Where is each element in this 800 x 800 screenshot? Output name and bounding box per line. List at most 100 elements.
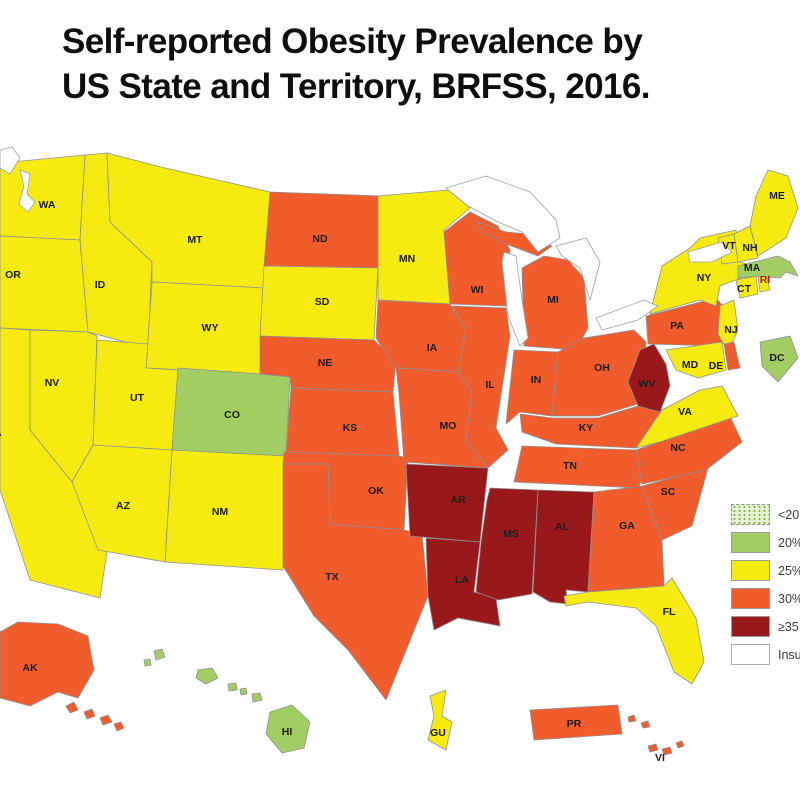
state-la — [425, 537, 501, 631]
state-nd — [263, 191, 383, 269]
state-me — [749, 169, 799, 257]
state-label-pr: PR — [567, 718, 582, 730]
water-layer — [0, 146, 733, 347]
state-label-ne: NE — [318, 357, 333, 369]
legend-label-20_25: 20% — [778, 535, 800, 550]
state-label-ga: GA — [619, 520, 635, 532]
state-label-mi: MI — [547, 294, 559, 306]
state-label-va: VA — [678, 406, 692, 418]
state-label-nc: NC — [670, 442, 686, 454]
state-ma — [737, 255, 799, 279]
state-label-dc: DC — [769, 352, 785, 364]
legend-item-20_25: 20% — [731, 532, 800, 553]
state-label-ma: MA — [744, 262, 761, 274]
state-label-hi: HI — [282, 726, 293, 738]
state-label-oh: OH — [594, 362, 610, 374]
legend-swatch-insufficient — [731, 644, 770, 665]
state-label-sc: SC — [661, 486, 676, 498]
state-label-mn: MN — [399, 253, 415, 265]
states-layer — [0, 152, 799, 756]
state-label-ks: KS — [343, 422, 358, 434]
state-in — [505, 349, 559, 425]
legend-label-30_35: 30% — [778, 591, 800, 606]
legend-label-lt_20: <20 — [778, 507, 800, 522]
state-label-al: AL — [555, 521, 570, 533]
state-label-wi: WI — [471, 284, 484, 296]
state-de — [723, 341, 741, 371]
figure-title-line1: Self-reported Obesity Prevalence by — [62, 22, 643, 61]
state-label-de: DE — [709, 360, 724, 372]
state-label-nv: NV — [45, 377, 60, 389]
state-label-tn: TN — [563, 460, 577, 472]
state-label-wa: WA — [39, 199, 56, 211]
state-md — [665, 341, 727, 379]
state-label-vi: VI — [655, 752, 665, 764]
state-label-md: MD — [682, 359, 699, 371]
state-va — [635, 385, 739, 449]
state-label-ar: AR — [450, 494, 466, 506]
figure-title: Self-reported Obesity Prevalence by US S… — [62, 20, 782, 110]
legend-swatch-35_plus — [731, 616, 770, 637]
state-wv — [627, 343, 671, 413]
legend-swatch-30_35 — [731, 588, 770, 609]
legend-item-35_plus: ≥35 — [731, 616, 800, 637]
state-label-il: IL — [485, 379, 495, 391]
state-label-me: ME — [769, 190, 785, 202]
lake-erie — [595, 299, 659, 331]
vancouver-island — [0, 146, 21, 175]
state-label-ut: UT — [130, 392, 145, 404]
legend-swatch-lt_20 — [731, 504, 770, 525]
state-label-sd: SD — [315, 296, 330, 308]
state-label-in: IN — [531, 374, 542, 386]
state-vi — [647, 740, 685, 756]
legend-label-35_plus: ≥35 — [778, 619, 799, 634]
puget-sound — [18, 169, 36, 213]
state-label-tx: TX — [325, 571, 338, 583]
state-label-ia: IA — [427, 342, 438, 354]
lake-michigan — [501, 251, 529, 347]
lake-superior — [445, 175, 561, 253]
lake-ontario — [687, 241, 733, 263]
state-label-or: OR — [5, 269, 21, 281]
state-az — [71, 444, 173, 563]
legend-item-30_35: 30% — [731, 588, 800, 609]
state-labels-layer: WA OR CA NV ID MT WY UT CO AZ NM ND SD NE KS OK TX MN IA MO… — [0, 190, 785, 764]
state-label-nd: ND — [312, 233, 328, 245]
legend-item-lt_20: <20 — [731, 504, 800, 525]
legend-item-25_30: 25% — [731, 560, 800, 581]
state-label-fl: FL — [663, 606, 676, 618]
state-label-co: CO — [224, 409, 240, 421]
state-ar — [405, 463, 489, 543]
legend-item-insufficient: Insu — [731, 644, 800, 665]
state-label-id: ID — [95, 279, 106, 291]
state-label-ca: CA — [0, 427, 2, 439]
state-ct — [735, 275, 759, 299]
state-nj — [717, 299, 739, 353]
lake-huron — [555, 237, 601, 302]
figure-title-line2: US State and Territory, BRFSS, 2016. — [62, 66, 650, 106]
state-label-la: LA — [455, 574, 469, 586]
legend-label-insufficient: Insu — [778, 647, 800, 662]
state-label-vt: VT — [722, 240, 736, 252]
state-label-ok: OK — [368, 485, 384, 497]
state-label-ms: MS — [503, 528, 519, 540]
map-legend: <20 20% 25% 30% ≥35 Insu — [731, 504, 800, 672]
state-label-nj: NJ — [724, 324, 738, 336]
state-gu — [427, 689, 453, 751]
state-label-mt: MT — [187, 234, 203, 246]
state-il — [451, 305, 511, 469]
state-label-pa: PA — [670, 320, 684, 332]
state-label-wv: WV — [639, 378, 656, 390]
state-label-ky: KY — [579, 422, 594, 434]
state-fl — [563, 577, 705, 685]
state-ak — [0, 621, 125, 732]
state-nm — [164, 449, 287, 571]
state-label-nm: NM — [212, 506, 229, 518]
state-label-ak: AK — [22, 662, 38, 674]
state-label-az: AZ — [116, 500, 131, 512]
legend-swatch-20_25 — [731, 532, 770, 553]
state-dc — [759, 335, 799, 383]
state-al — [532, 489, 595, 605]
